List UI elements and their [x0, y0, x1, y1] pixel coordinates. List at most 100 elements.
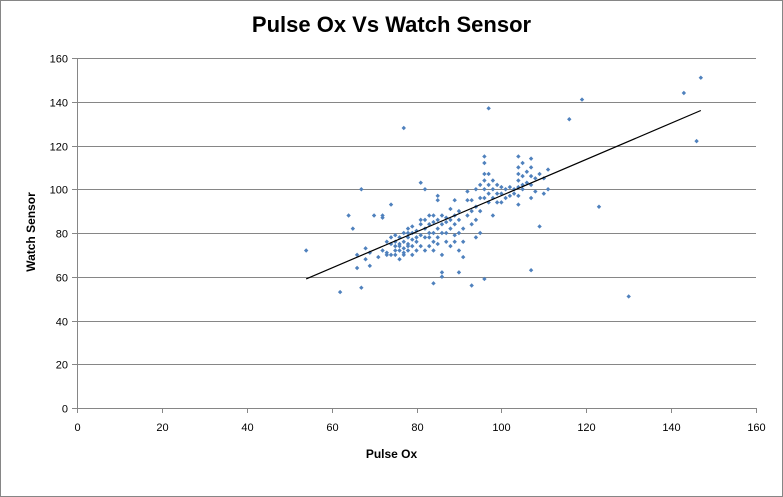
- data-point: [465, 189, 470, 194]
- data-point: [439, 252, 445, 258]
- data-point: [520, 187, 525, 192]
- data-point: [393, 248, 398, 253]
- data-point: [528, 182, 534, 188]
- data-point: [516, 154, 521, 159]
- data-point: [448, 243, 453, 249]
- data-point: [303, 248, 309, 253]
- data-point: [596, 204, 602, 209]
- data-point: [393, 243, 398, 249]
- data-point: [435, 241, 440, 247]
- data-point: [367, 263, 373, 269]
- data-point: [444, 239, 449, 244]
- data-point: [528, 173, 534, 179]
- data-point: [465, 213, 470, 218]
- data-point: [422, 248, 428, 253]
- data-point: [337, 289, 343, 295]
- data-point: [444, 215, 449, 220]
- data-point: [456, 208, 462, 214]
- data-point: [393, 252, 398, 258]
- y-tick-label: 80: [56, 229, 68, 241]
- data-point: [418, 180, 423, 185]
- data-point: [456, 270, 462, 275]
- data-point: [486, 191, 491, 196]
- data-point: [435, 226, 440, 231]
- x-tick-label: 120: [577, 422, 595, 434]
- data-point: [448, 217, 453, 223]
- data-point: [401, 125, 406, 131]
- data-point: [516, 202, 521, 207]
- data-point: [439, 230, 445, 236]
- data-point: [681, 90, 687, 96]
- y-tick-label: 20: [56, 360, 68, 372]
- data-point: [388, 252, 394, 258]
- data-point: [567, 117, 572, 122]
- data-point: [359, 285, 364, 290]
- data-point: [431, 219, 436, 225]
- trendline-group: [305, 109, 702, 280]
- data-point: [473, 187, 479, 192]
- data-point: [397, 243, 402, 249]
- tick-labels: 0 20 40 60 80 100 120 140 160 0 20 40 60 80 100 120 140 1…: [50, 54, 766, 435]
- data-point: [418, 222, 423, 227]
- data-point: [410, 224, 415, 229]
- data-point: [401, 239, 406, 244]
- data-point: [499, 184, 504, 190]
- data-point: [410, 237, 415, 242]
- data-point: [482, 195, 487, 201]
- data-point: [380, 248, 385, 253]
- y-tick-label: 140: [50, 98, 68, 110]
- data-point: [511, 187, 517, 192]
- data-point: [486, 106, 491, 111]
- data-point: [363, 257, 368, 262]
- data-point: [431, 230, 436, 236]
- data-point: [346, 213, 351, 218]
- data-point: [545, 167, 551, 172]
- data-point: [503, 187, 508, 192]
- data-point: [418, 232, 423, 238]
- x-tick-label: 140: [662, 422, 680, 434]
- data-point: [494, 182, 500, 188]
- data-point: [486, 171, 491, 177]
- data-point: [397, 248, 402, 253]
- data-point: [516, 171, 521, 177]
- data-point: [350, 226, 356, 231]
- data-point: [376, 254, 381, 260]
- data-point: [388, 202, 394, 207]
- data-point: [405, 243, 411, 249]
- data-point: [626, 294, 631, 299]
- data-point: [477, 182, 483, 188]
- data-point: [439, 270, 445, 275]
- data-point: [422, 235, 428, 240]
- data-point: [528, 195, 534, 201]
- data-point: [579, 97, 585, 102]
- data-point: [418, 243, 423, 249]
- y-tick-label: 100: [50, 185, 68, 197]
- data-point: [486, 182, 491, 188]
- data-point: [439, 222, 445, 227]
- data-point: [524, 180, 530, 185]
- x-tick-label: 40: [241, 422, 253, 434]
- data-point: [541, 191, 547, 196]
- trendline: [305, 109, 702, 280]
- data-point: [397, 235, 402, 240]
- data-point: [482, 154, 487, 159]
- data-point: [439, 213, 445, 218]
- data-point: [503, 195, 508, 201]
- data-point: [482, 178, 487, 183]
- y-tick-label: 160: [50, 54, 68, 66]
- chart-title: Pulse Ox Vs Watch Sensor: [251, 12, 532, 37]
- data-point: [516, 193, 521, 199]
- data-point: [473, 235, 479, 240]
- x-tick-label: 0: [74, 422, 80, 434]
- data-point: [507, 184, 513, 190]
- data-point: [427, 235, 432, 240]
- data-point: [537, 224, 542, 229]
- data-point: [388, 235, 394, 240]
- data-point: [422, 187, 428, 192]
- data-point: [469, 283, 474, 288]
- data-point: [431, 281, 436, 286]
- data-point: [528, 165, 534, 170]
- data-point: [469, 222, 474, 227]
- data-point: [490, 213, 496, 218]
